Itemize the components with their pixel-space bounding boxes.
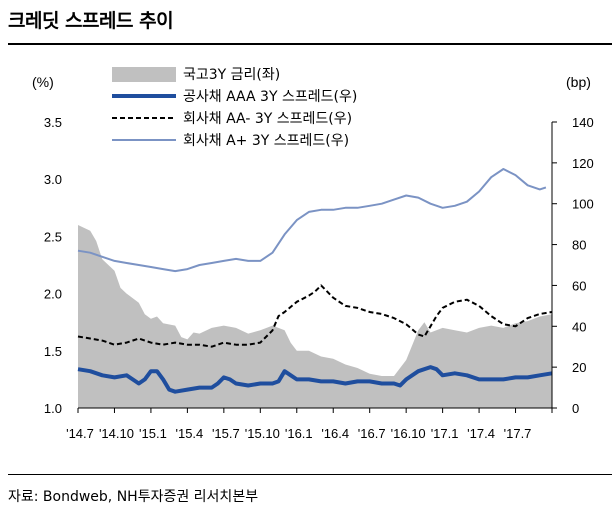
left-unit-label: (%) xyxy=(32,74,54,90)
right-tick-label: 60 xyxy=(572,278,586,293)
right-tick-label: 40 xyxy=(572,319,586,334)
x-tick-label: '16.4 xyxy=(321,426,349,441)
x-tick-label: '17.1 xyxy=(431,426,459,441)
left-tick-label: 1.5 xyxy=(44,344,62,359)
x-tick-label: '15.7 xyxy=(212,426,240,441)
x-tick-label: '16.1 xyxy=(285,426,313,441)
x-tick-label: '16.10 xyxy=(391,426,426,441)
left-tick-label: 3.0 xyxy=(44,172,62,187)
treasury-3y-area xyxy=(78,225,552,408)
x-tick-label: '14.7 xyxy=(66,426,94,441)
right-tick-label: 0 xyxy=(572,401,579,416)
x-tick-label: '14.10 xyxy=(99,426,134,441)
legend-label: 국고3Y 금리(좌) xyxy=(183,67,280,83)
series-line-2 xyxy=(77,284,553,348)
x-tick-label: '16.7 xyxy=(358,426,386,441)
right-unit-label: (bp) xyxy=(566,74,591,90)
title-rule xyxy=(8,43,612,45)
chart-svg: 1.0 1.5 2.0 2.5 3.0 3.5 0 20 40 60 80 100 120 140 (%) (… xyxy=(32,67,594,441)
legend-label: 회사채 AA- 3Y 스프레드(우) xyxy=(183,111,352,127)
legend-swatch-area xyxy=(112,67,176,82)
x-tick-label: '17.4 xyxy=(467,426,495,441)
left-tick-label: 2.0 xyxy=(44,287,62,302)
series-line-3 xyxy=(77,168,547,273)
right-tick-label: 20 xyxy=(572,360,586,375)
x-tick-label: '15.10 xyxy=(245,426,280,441)
source-note: 자료: Bondweb, NH투자증권 리서치본부 xyxy=(8,489,259,505)
left-tick-label: 2.5 xyxy=(44,229,62,244)
right-tick-label: 120 xyxy=(572,156,594,171)
legend-label: 공사채 AAA 3Y 스프레드(우) xyxy=(183,89,357,105)
series-line-1 xyxy=(77,365,553,394)
right-tick-label: 100 xyxy=(572,197,594,212)
chart-title: 크레딧 스프레드 추이 xyxy=(8,10,174,32)
right-tick-label: 80 xyxy=(572,238,586,253)
right-tick-label: 140 xyxy=(572,115,594,130)
left-tick-label: 1.0 xyxy=(44,401,62,416)
left-tick-label: 3.5 xyxy=(44,115,62,130)
x-tick-label: '17.7 xyxy=(504,426,532,441)
x-tick-label: '15.1 xyxy=(139,426,167,441)
x-tick-label: '15.4 xyxy=(175,426,203,441)
legend-label: 회사채 A+ 3Y 스프레드(우) xyxy=(183,133,349,149)
source-rule xyxy=(8,474,612,475)
